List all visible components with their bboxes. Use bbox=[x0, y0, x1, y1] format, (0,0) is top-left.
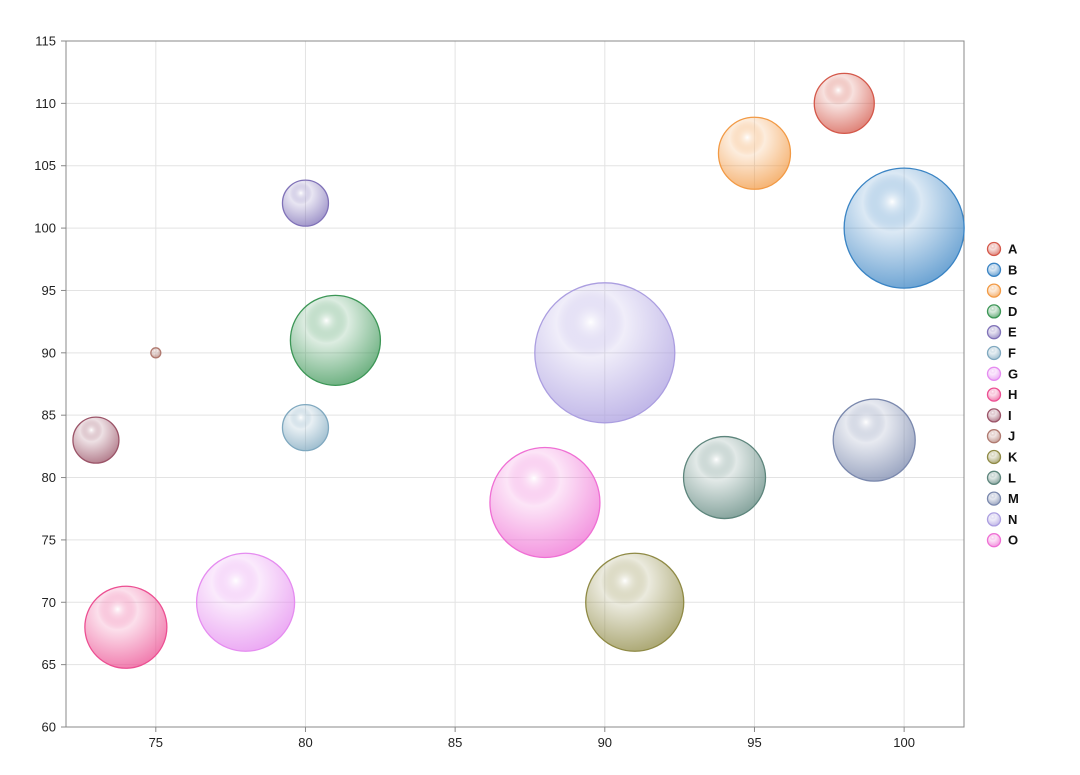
legend-item-b: B bbox=[986, 262, 1017, 277]
legend-item-d: D bbox=[986, 304, 1017, 319]
legend-label: H bbox=[1008, 387, 1017, 402]
x-tick-label: 95 bbox=[747, 735, 761, 750]
legend-item-o: O bbox=[986, 533, 1018, 548]
y-tick-label: 100 bbox=[34, 221, 56, 236]
y-tick-label: 60 bbox=[42, 720, 56, 735]
legend-item-e: E bbox=[986, 325, 1017, 340]
bubble-l bbox=[682, 435, 767, 520]
legend-marker bbox=[986, 325, 1002, 340]
legend-label: O bbox=[1008, 533, 1018, 548]
y-tick-label: 80 bbox=[42, 470, 56, 485]
y-tick-label: 90 bbox=[42, 345, 56, 360]
legend-marker bbox=[986, 262, 1002, 277]
legend-label: I bbox=[1008, 408, 1012, 423]
grid bbox=[66, 41, 964, 727]
legend-item-c: C bbox=[986, 283, 1018, 298]
x-tick-label: 90 bbox=[598, 735, 612, 750]
bubble-e bbox=[281, 179, 330, 227]
y-tick-label: 85 bbox=[42, 408, 56, 423]
x-tick-label: 75 bbox=[149, 735, 163, 750]
legend-label: D bbox=[1008, 304, 1017, 319]
legend-label: E bbox=[1008, 325, 1017, 340]
bubble-c bbox=[717, 116, 792, 190]
legend-marker bbox=[986, 241, 1002, 257]
y-tick-label: 105 bbox=[34, 158, 56, 173]
bubble-m bbox=[832, 398, 916, 482]
bubble-a bbox=[813, 72, 875, 135]
plot-area-frame bbox=[65, 40, 965, 728]
legend-marker bbox=[986, 366, 1002, 381]
legend-marker bbox=[986, 429, 1002, 444]
y-tick-label: 75 bbox=[42, 532, 56, 547]
bubble-g bbox=[195, 552, 296, 652]
legend-marker bbox=[986, 470, 1002, 485]
x-tick-label: 100 bbox=[893, 735, 915, 750]
legend-marker bbox=[986, 283, 1002, 298]
y-tick-label: 115 bbox=[35, 34, 56, 49]
legend-item-m: M bbox=[986, 491, 1019, 506]
y-tick-label: 110 bbox=[35, 96, 56, 111]
bubble-o bbox=[489, 446, 601, 559]
legend-label: M bbox=[1008, 491, 1019, 506]
legend-item-g: G bbox=[986, 366, 1018, 381]
bubble-i bbox=[72, 416, 120, 464]
bubble-f bbox=[281, 404, 330, 452]
legend-label: J bbox=[1008, 429, 1015, 444]
legend-label: B bbox=[1008, 262, 1017, 277]
legend-label: N bbox=[1008, 512, 1017, 527]
legend-label: L bbox=[1008, 470, 1016, 485]
legend-item-k: K bbox=[986, 449, 1018, 465]
y-tick-label: 70 bbox=[42, 595, 56, 610]
legend-marker bbox=[986, 304, 1002, 319]
bubble-d bbox=[289, 294, 382, 386]
bubble-n bbox=[534, 282, 676, 424]
y-axis: 60 65 70 75 80 85 90 95 100 105 110 115 bbox=[34, 34, 66, 735]
legend-marker bbox=[986, 387, 1002, 402]
legend-marker bbox=[986, 512, 1002, 527]
legend-item-l: L bbox=[986, 470, 1016, 485]
legend-item-f: F bbox=[986, 345, 1016, 361]
bubbles bbox=[72, 72, 965, 669]
bubble-b bbox=[843, 167, 965, 289]
legend-marker bbox=[986, 533, 1002, 548]
legend-item-h: H bbox=[986, 387, 1017, 402]
legend-marker bbox=[986, 408, 1002, 423]
legend-label: K bbox=[1008, 450, 1018, 465]
y-tick-label: 95 bbox=[42, 283, 56, 298]
y-tick-label: 65 bbox=[42, 657, 56, 672]
legend-item-i: I bbox=[986, 408, 1012, 423]
x-tick-label: 80 bbox=[298, 735, 312, 750]
legend-item-a: A bbox=[986, 241, 1018, 257]
legend-label: G bbox=[1008, 366, 1018, 381]
bubble-h bbox=[84, 585, 168, 669]
bubble-k bbox=[585, 552, 685, 652]
legend-item-j: J bbox=[986, 429, 1015, 444]
x-axis: 75 80 85 90 95 100 bbox=[149, 727, 915, 750]
x-tick-label: 85 bbox=[448, 735, 462, 750]
legend-label: C bbox=[1008, 283, 1018, 298]
legend-item-n: N bbox=[986, 512, 1017, 527]
legend-label: A bbox=[1008, 242, 1018, 257]
bubble-j bbox=[150, 347, 162, 359]
legend-marker bbox=[986, 449, 1002, 465]
legend-label: F bbox=[1008, 346, 1016, 361]
legend-marker bbox=[986, 491, 1002, 506]
legend-marker bbox=[986, 345, 1002, 361]
